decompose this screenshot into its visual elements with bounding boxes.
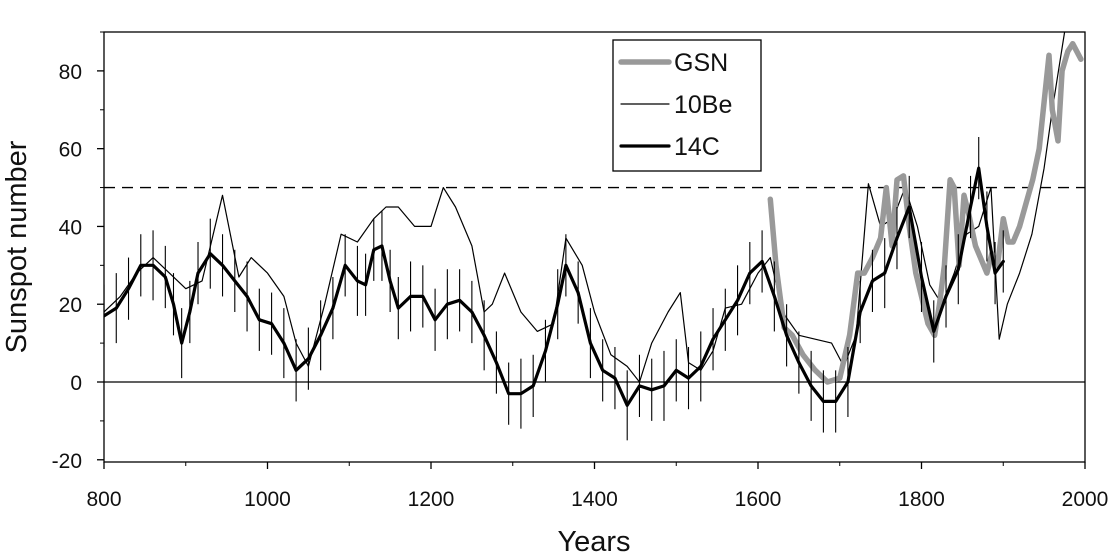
legend-label-14c: 14C — [674, 133, 720, 161]
x-tick-label: 1600 — [735, 488, 782, 511]
x-tick-label: 1800 — [898, 488, 945, 511]
plot-frame — [103, 31, 1086, 463]
x-tick-label: 2000 — [1062, 488, 1109, 511]
y-tick-label: 40 — [59, 216, 82, 239]
reference-lines — [104, 186, 1085, 383]
y-tick-label: 80 — [59, 61, 82, 84]
legend-label-10be: 10Be — [674, 91, 732, 119]
x-tick-label: 800 — [86, 488, 121, 511]
x-axis-title: Years — [557, 526, 630, 555]
axis-ticks: 800 1000 1200 1400 1600 1800 2000 -20 0 20 40 60 80 — [52, 31, 1109, 511]
series-line-10be — [104, 32, 1066, 383]
series-layer — [104, 32, 1084, 441]
legend-label-gsn: GSN — [674, 49, 728, 77]
series-line-gsn — [767, 40, 1084, 385]
y-tick-label: 0 — [70, 372, 82, 395]
legend: GSN 10Be 14C — [612, 39, 762, 172]
y-tick-label: 20 — [59, 294, 82, 317]
x-tick-label: 1400 — [571, 488, 618, 511]
x-tick-label: 1000 — [244, 488, 291, 511]
y-tick-label: -20 — [52, 450, 82, 473]
x-tick-label: 1200 — [408, 488, 455, 511]
y-tick-label: 60 — [59, 139, 82, 162]
series-line-14c — [104, 166, 1005, 407]
y-axis-title: Sunspot number — [1, 140, 33, 353]
